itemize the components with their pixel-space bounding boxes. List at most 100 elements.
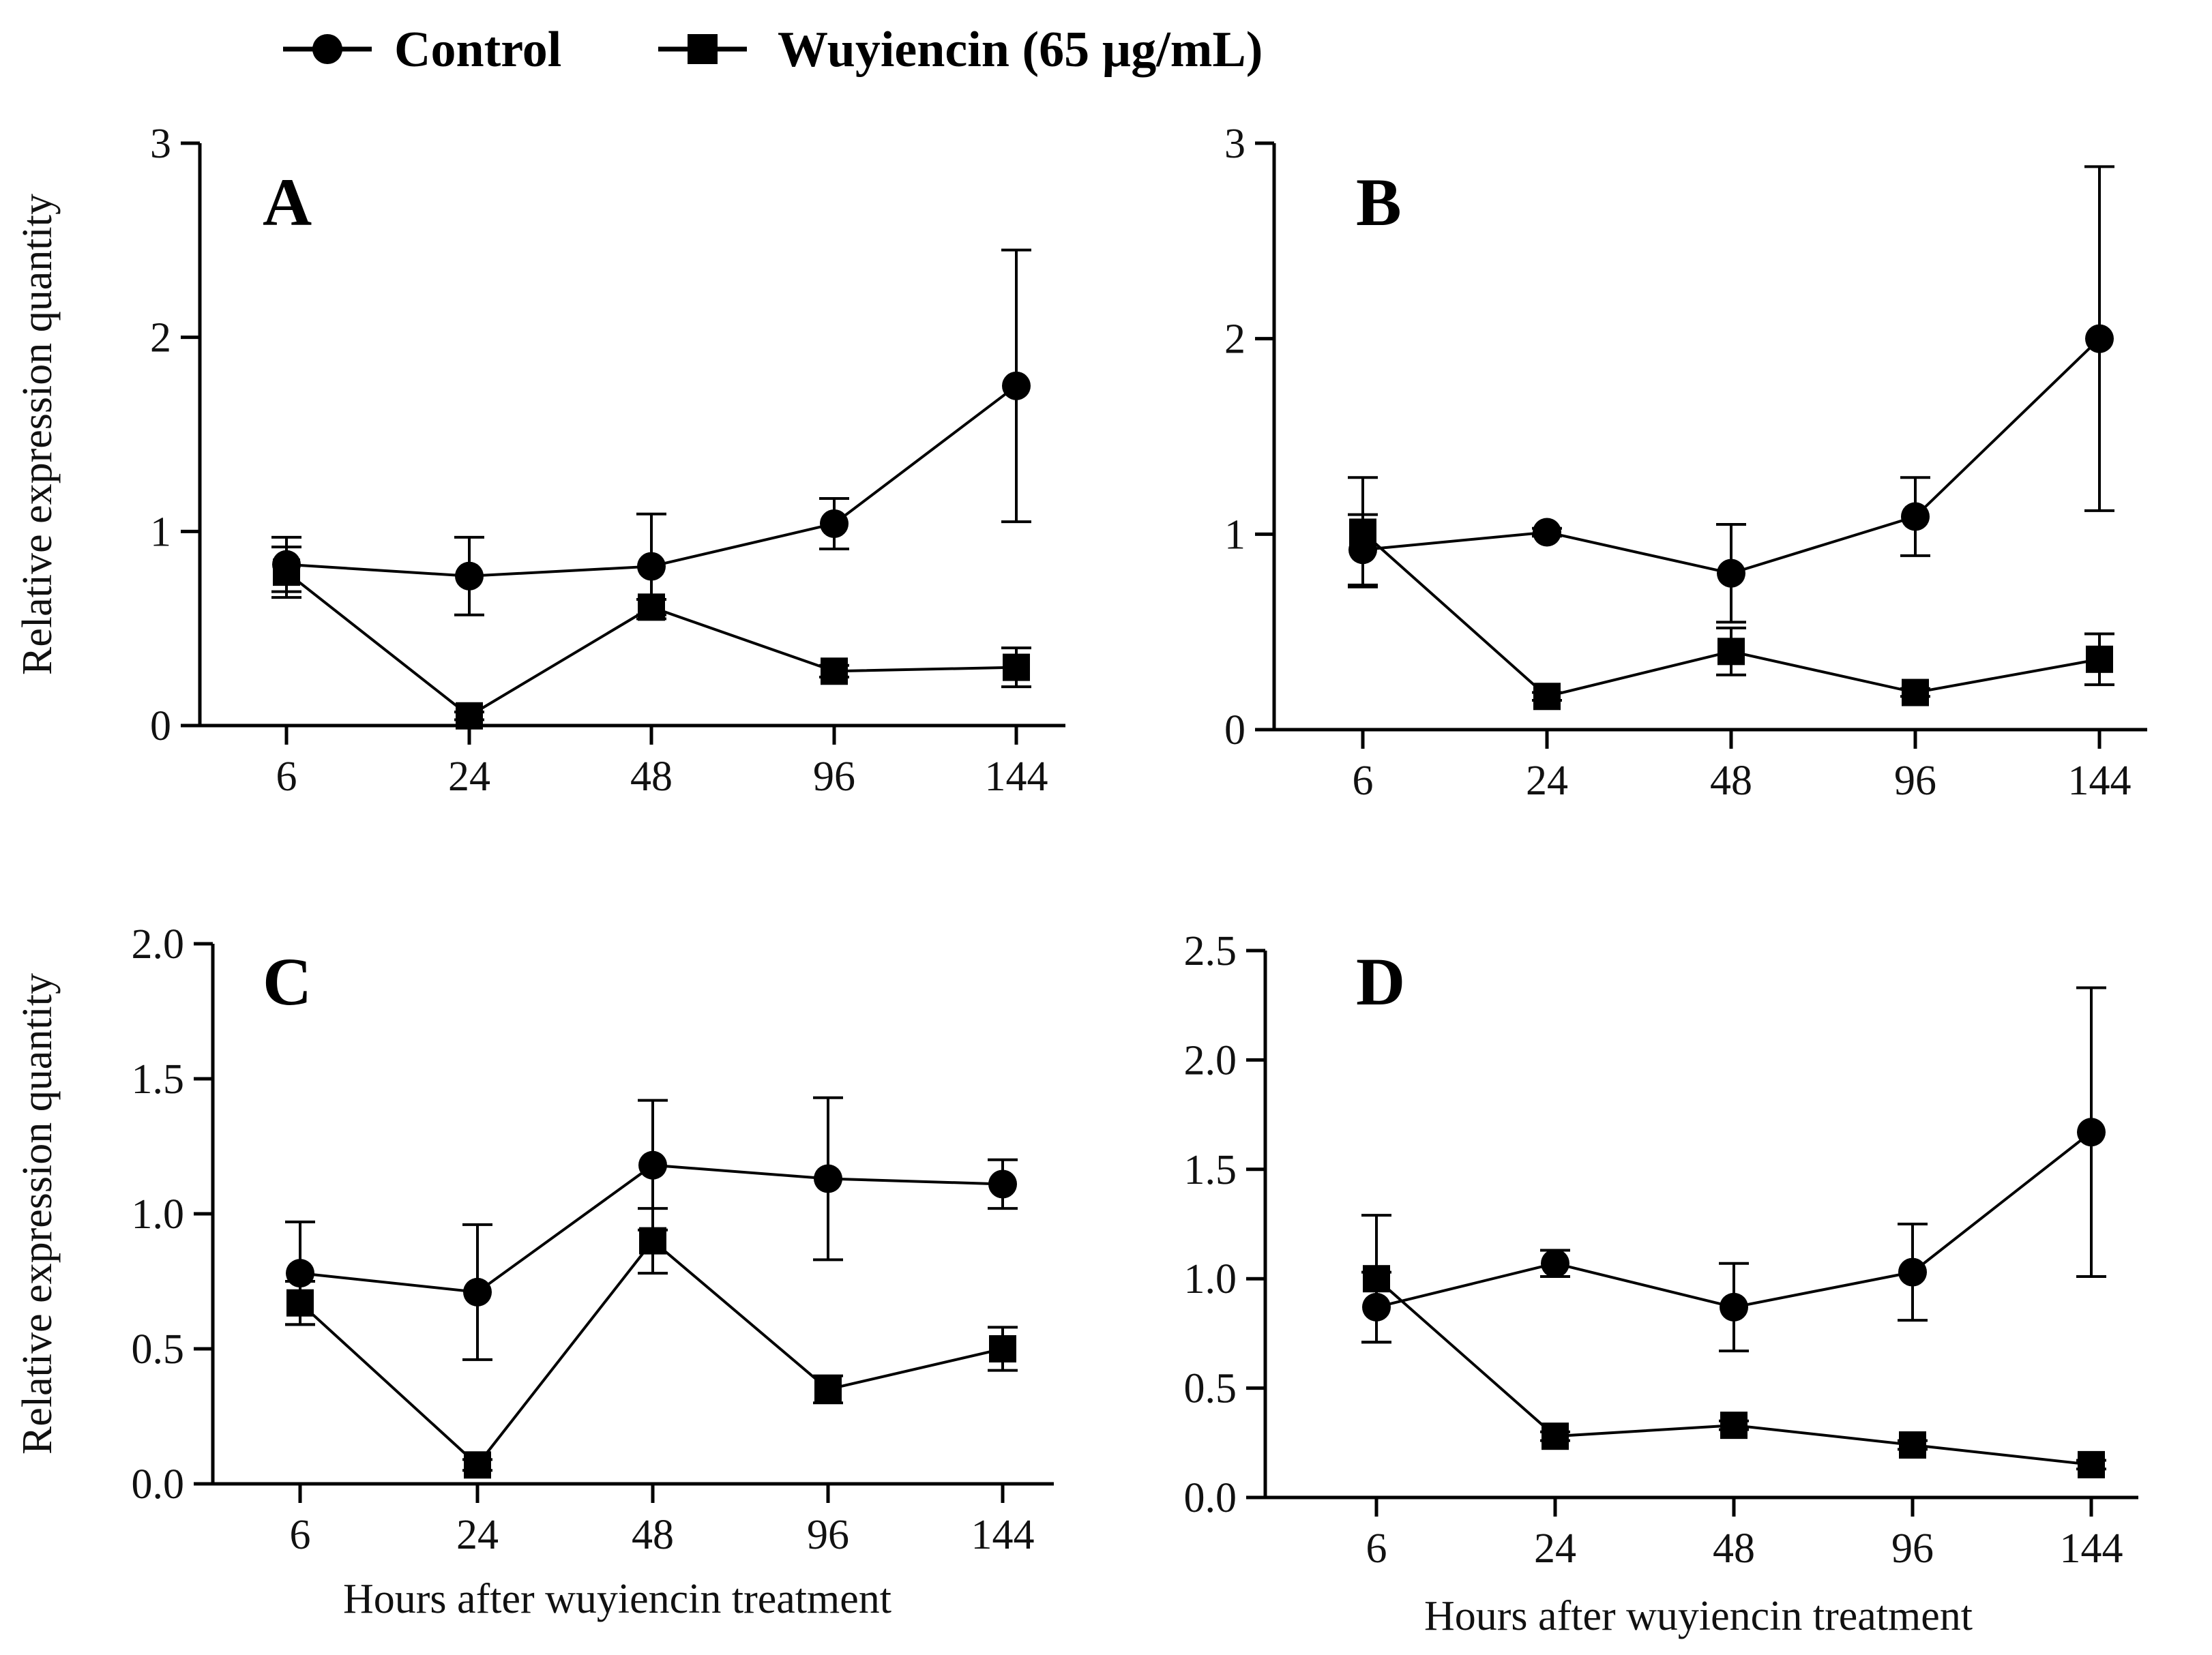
data-point-square <box>1003 653 1030 681</box>
data-point-circle <box>1717 558 1745 588</box>
x-tick-label: 96 <box>1894 758 1936 804</box>
data-point-square <box>2078 1450 2105 1478</box>
panel-letter: B <box>1356 164 1402 240</box>
data-point-circle <box>638 1150 667 1180</box>
data-point-square <box>273 558 300 586</box>
x-tick-label: 24 <box>448 754 490 800</box>
x-tick-label: 144 <box>2068 758 2132 804</box>
x-tick-label: 24 <box>456 1512 499 1558</box>
x-tick-label: 48 <box>1710 758 1752 804</box>
x-tick-label: 6 <box>290 1512 311 1558</box>
x-tick-label: 144 <box>2060 1525 2123 1572</box>
y-tick-label: 0 <box>1224 707 1245 754</box>
x-tick-label: 48 <box>630 754 673 800</box>
x-tick-label: 144 <box>985 754 1048 800</box>
panel-b: 0 1 2 3 6 24 48 96 144 B <box>1224 121 2147 804</box>
data-point-circle <box>1898 1257 1927 1287</box>
y-tick-label: 1.0 <box>1184 1256 1237 1302</box>
data-point-square <box>639 1227 666 1255</box>
legend-item-control: Control <box>283 22 561 78</box>
y-tick-label: 1.5 <box>1184 1147 1237 1193</box>
x-tick-label: 6 <box>1353 758 1374 804</box>
y-tick-label: 0 <box>150 703 171 749</box>
panel-letter: D <box>1356 944 1405 1019</box>
data-point-circle <box>455 561 484 591</box>
legend-item-wuyiencin: Wuyiencin (65 µg/mL) <box>658 22 1263 78</box>
y-tick-label: 1.0 <box>132 1191 185 1238</box>
y-tick-label: 1 <box>150 509 171 555</box>
y-tick-label: 0.5 <box>1184 1366 1237 1412</box>
y-tick-label: 2 <box>150 315 171 361</box>
x-tick-label: 96 <box>1891 1525 1934 1572</box>
y-axis-title: Relative expression quantity <box>14 973 61 1455</box>
data-point-square <box>814 1375 842 1403</box>
x-tick-label: 6 <box>276 754 297 800</box>
data-point-circle <box>814 1164 842 1193</box>
data-point-square <box>464 1451 491 1479</box>
data-point-circle <box>2077 1118 2106 1147</box>
data-point-square <box>286 1289 314 1317</box>
panel-letter: A <box>263 164 312 240</box>
data-point-circle <box>1901 502 1930 531</box>
panel-letter: C <box>263 944 312 1019</box>
data-point-square <box>1717 638 1745 666</box>
data-point-circle <box>1002 371 1031 400</box>
x-tick-label: 48 <box>1713 1525 1755 1572</box>
data-point-circle <box>1720 1292 1748 1322</box>
y-tick-label: 0.0 <box>1184 1475 1237 1521</box>
data-point-square <box>1363 1265 1390 1293</box>
y-tick-label: 0.5 <box>132 1326 185 1373</box>
data-point-square <box>1720 1412 1748 1440</box>
data-point-circle <box>463 1277 492 1307</box>
y-tick-label: 1 <box>1224 511 1245 558</box>
series-wuyiencin <box>285 1207 1018 1479</box>
y-tick-label: 1.5 <box>132 1056 185 1103</box>
legend: Control Wuyiencin (65 µg/mL) <box>283 22 1263 78</box>
panel-d: 0.0 0.5 1.0 1.5 2.0 2.5 6 24 48 96 144 D Hours after… <box>1184 928 2138 1639</box>
x-axis-title: Hours after wuyiencin treatment <box>1424 1593 1973 1639</box>
y-tick-label: 0.0 <box>132 1461 185 1508</box>
data-point-circle <box>1541 1249 1569 1278</box>
data-point-circle <box>988 1169 1017 1199</box>
series-wuyiencin <box>271 546 1031 730</box>
legend-label-control: Control <box>394 22 561 78</box>
legend-label-wuyiencin: Wuyiencin (65 µg/mL) <box>778 22 1263 78</box>
x-tick-label: 144 <box>971 1512 1035 1558</box>
data-point-square <box>2086 645 2113 673</box>
data-point-square <box>989 1335 1016 1362</box>
x-axis-title: Hours after wuyiencin treatment <box>343 1576 891 1622</box>
x-tick-label: 24 <box>1534 1525 1576 1572</box>
y-tick-label: 3 <box>150 121 171 167</box>
data-point-square <box>638 593 665 621</box>
data-point-square <box>456 702 483 730</box>
x-tick-label: 24 <box>1526 758 1568 804</box>
panel-c: 0.0 0.5 1.0 1.5 2.0 6 24 48 96 144 C Relative expre… <box>14 921 1054 1622</box>
data-point-square <box>1533 683 1561 711</box>
data-point-circle <box>637 552 666 581</box>
data-point-square <box>1349 518 1376 546</box>
series-wuyiencin <box>1348 476 2114 711</box>
data-point-square <box>1902 679 1929 706</box>
panel-a: 0 1 2 3 6 24 48 96 144 A Relative expression quant… <box>14 121 1065 800</box>
y-tick-label: 2.0 <box>132 921 185 968</box>
data-point-square <box>821 657 848 685</box>
y-tick-label: 2.5 <box>1184 928 1237 974</box>
x-tick-label: 96 <box>807 1512 849 1558</box>
y-axis-title: Relative expression quantity <box>14 194 61 675</box>
legend-marker-square-icon <box>688 34 718 64</box>
x-tick-label: 6 <box>1366 1525 1387 1572</box>
y-tick-label: 3 <box>1224 121 1245 167</box>
data-point-circle <box>820 509 849 538</box>
data-point-circle <box>2085 324 2114 353</box>
y-tick-label: 2 <box>1224 316 1245 363</box>
series-wuyiencin <box>1361 1214 2106 1478</box>
x-tick-label: 96 <box>813 754 855 800</box>
y-tick-label: 2.0 <box>1184 1037 1237 1084</box>
x-tick-label: 48 <box>632 1512 674 1558</box>
data-point-circle <box>1533 518 1561 547</box>
data-point-square <box>1899 1431 1926 1459</box>
legend-marker-circle-icon <box>312 34 342 64</box>
data-point-square <box>1542 1422 1569 1450</box>
